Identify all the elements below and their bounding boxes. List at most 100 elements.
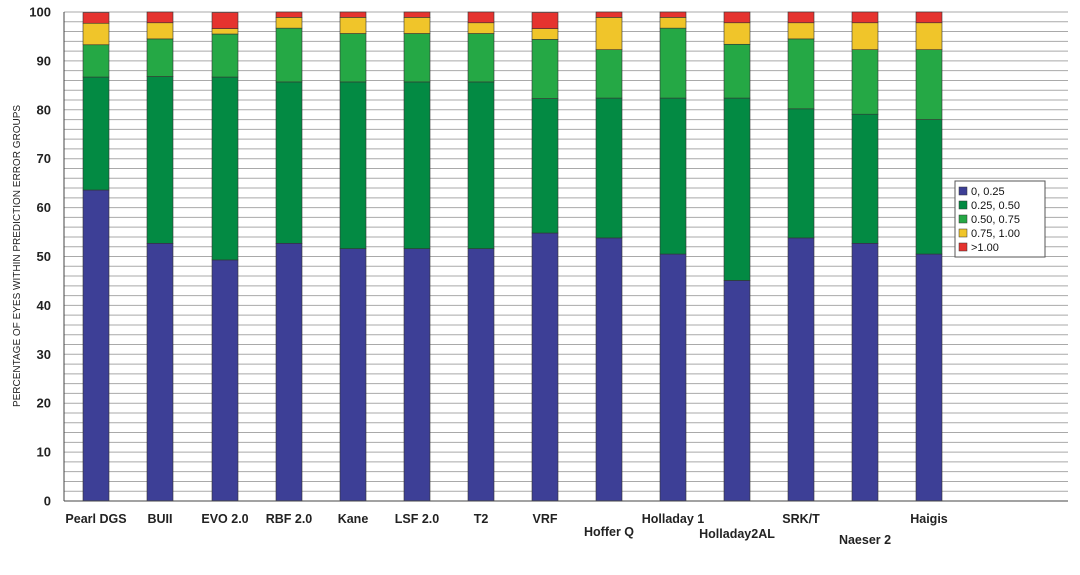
- bar-segment: [467, 81, 495, 249]
- bar-segment: [851, 11, 879, 24]
- bar-segment: [403, 81, 431, 249]
- y-tick-label: 90: [37, 53, 51, 68]
- legend-label: >1.00: [971, 242, 999, 254]
- bar-segment: [82, 12, 110, 24]
- bar-segment: [275, 81, 303, 244]
- bar-segment: [339, 11, 367, 18]
- bar-segment: [851, 113, 879, 244]
- bar-segment: [851, 22, 879, 50]
- bar-segment: [915, 22, 943, 50]
- bar-segment: [403, 33, 431, 83]
- bar-segment: [339, 81, 367, 249]
- x-tick-label: T2: [474, 512, 489, 526]
- axes: [63, 12, 1068, 502]
- bar-segment: [787, 108, 815, 239]
- bar-segment: [851, 242, 879, 502]
- bar-segment: [146, 22, 174, 40]
- legend-label: 0.50, 0.75: [971, 214, 1020, 226]
- bar-segment: [595, 11, 623, 18]
- y-tick-labels: 0 10 20 30 40 50 60 70 80 90 100: [29, 5, 51, 509]
- legend-box: [954, 180, 1046, 258]
- bar-segment: [211, 259, 239, 502]
- legend-swatch: [958, 200, 968, 210]
- bar-segment: [403, 248, 431, 502]
- bars: [82, 11, 943, 502]
- y-tick-label: 100: [29, 5, 51, 20]
- bar-segment: [723, 43, 751, 99]
- bar-segment: [403, 17, 431, 34]
- bar-segment: [146, 38, 174, 77]
- bar-segment: [275, 242, 303, 502]
- bar-segment: [275, 27, 303, 83]
- y-tick-label: 30: [37, 347, 51, 362]
- bar-segment: [339, 248, 367, 502]
- bar-segment: [531, 12, 559, 29]
- y-tick-label: 40: [37, 298, 51, 313]
- bar-segment: [723, 97, 751, 281]
- bar-segment: [915, 11, 943, 24]
- x-tick-label: VRF: [533, 512, 558, 526]
- bar-segment: [211, 33, 239, 78]
- legend-swatch: [958, 242, 968, 252]
- y-tick-label: 20: [37, 396, 51, 411]
- bar-segment: [211, 28, 239, 35]
- bar-segment: [595, 49, 623, 99]
- bar-segment: [467, 33, 495, 83]
- bar-segment: [146, 11, 174, 24]
- legend: 0, 0.25 0.25, 0.50 0.50, 0.75 0.75, 1.00 >1.…: [954, 180, 1046, 258]
- bar-segment: [787, 11, 815, 24]
- bar-segment: [531, 98, 559, 234]
- bar-segment: [403, 11, 431, 18]
- bar-segment: [787, 38, 815, 110]
- bar-segment: [659, 27, 687, 99]
- bar-segment: [531, 232, 559, 502]
- bar-segment: [467, 22, 495, 34]
- bar-segment: [467, 11, 495, 24]
- x-tick-label: Holladay2AL: [699, 527, 775, 541]
- legend-label: 0.75, 1.00: [971, 228, 1020, 240]
- x-tick-label: BUII: [148, 512, 173, 526]
- legend-label: 0.25, 0.50: [971, 200, 1020, 212]
- bar-segment: [82, 189, 110, 502]
- y-axis-label: PERCENTAGE OF EYES WITHIN PREDICTION ERR…: [12, 105, 23, 407]
- bar-segment: [915, 49, 943, 120]
- x-tick-label: LSF 2.0: [395, 512, 440, 526]
- bar-segment: [531, 39, 559, 99]
- bar-segment: [146, 242, 174, 502]
- y-tick-label: 10: [37, 445, 51, 460]
- y-tick-label: 60: [37, 200, 51, 215]
- bar-segment: [787, 22, 815, 40]
- x-tick-label: Holladay 1: [642, 512, 705, 526]
- bar-segment: [82, 76, 110, 191]
- bar-segment: [275, 11, 303, 18]
- x-tick-label: SRK/T: [782, 512, 820, 526]
- bar-segment: [211, 12, 239, 29]
- legend-swatch: [958, 186, 968, 196]
- x-tick-label: Naeser 2: [839, 533, 891, 547]
- bar-segment: [467, 248, 495, 502]
- y-tick-label: 50: [37, 249, 51, 264]
- x-tick-label: Pearl DGS: [65, 512, 126, 526]
- x-tick-labels: Pearl DGS BUII EVO 2.0 RBF 2.0 Kane LSF 2.0 T2…: [65, 512, 947, 547]
- bar-segment: [723, 11, 751, 24]
- bar-segment: [659, 11, 687, 18]
- bar-segment: [595, 97, 623, 239]
- bar-segment: [82, 22, 110, 46]
- bar-segment: [82, 44, 110, 78]
- bar-segment: [595, 237, 623, 502]
- bar-segment: [915, 119, 943, 255]
- x-tick-label: RBF 2.0: [266, 512, 313, 526]
- bar-segment: [659, 97, 687, 255]
- bar-segment: [659, 253, 687, 502]
- x-tick-label: Haigis: [910, 512, 948, 526]
- bar-segment: [723, 22, 751, 45]
- bar-segment: [275, 17, 303, 29]
- legend-swatch: [958, 214, 968, 224]
- bar-segment: [659, 17, 687, 29]
- bar-segment: [915, 253, 943, 502]
- legend-swatch: [958, 228, 968, 238]
- legend-label: 0, 0.25: [971, 186, 1005, 198]
- bar-segment: [146, 76, 174, 244]
- bar-segment: [339, 17, 367, 34]
